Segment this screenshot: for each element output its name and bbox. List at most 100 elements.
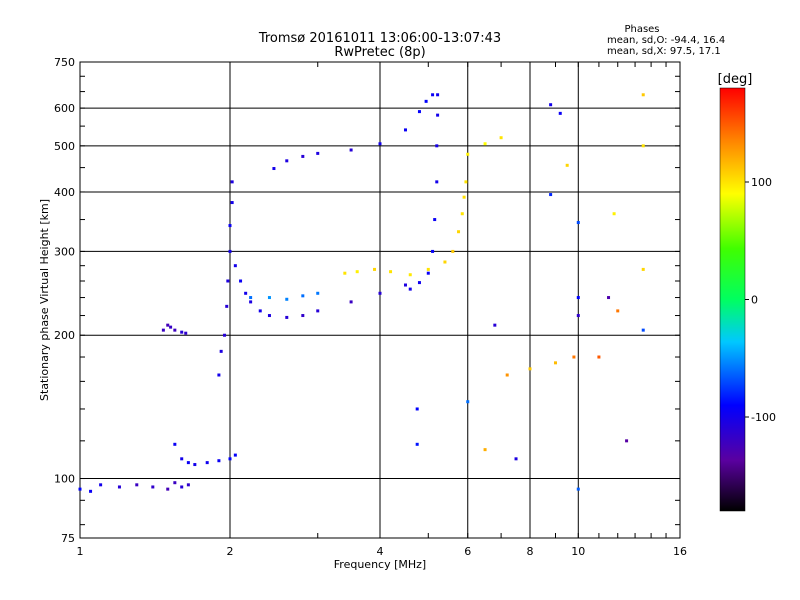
data-point bbox=[193, 463, 197, 467]
data-point bbox=[408, 273, 412, 277]
y-tick-label: 75 bbox=[61, 532, 75, 545]
stats-line-o: mean, sd,O: -94.4, 16.4 bbox=[607, 35, 725, 46]
data-point bbox=[217, 459, 221, 463]
y-axis-ticks: 75 100 200 300 400 500 600 750 bbox=[54, 56, 680, 545]
data-point bbox=[301, 314, 305, 318]
x-tick-label: 2 bbox=[227, 545, 234, 558]
data-point bbox=[576, 314, 580, 318]
colorbar-label: [deg] bbox=[718, 72, 753, 87]
x-tick-label: 16 bbox=[673, 545, 687, 558]
data-point bbox=[499, 136, 503, 140]
data-point bbox=[415, 407, 419, 411]
data-point bbox=[426, 267, 430, 271]
data-point bbox=[408, 287, 412, 291]
data-point bbox=[173, 481, 177, 485]
y-tick-label: 100 bbox=[54, 473, 75, 486]
data-point bbox=[436, 113, 440, 117]
data-point bbox=[378, 291, 382, 295]
data-point bbox=[226, 279, 230, 283]
data-point bbox=[435, 180, 439, 184]
x-tick-label: 10 bbox=[571, 545, 585, 558]
data-point bbox=[505, 373, 509, 377]
grid-lines bbox=[80, 62, 680, 538]
data-point bbox=[462, 195, 466, 199]
data-point bbox=[435, 144, 439, 148]
data-point bbox=[225, 304, 229, 308]
data-point bbox=[493, 323, 497, 327]
data-point bbox=[89, 489, 93, 493]
data-point bbox=[151, 485, 155, 489]
data-point bbox=[267, 296, 271, 300]
data-point bbox=[223, 333, 227, 337]
data-point bbox=[528, 367, 532, 371]
data-point bbox=[576, 221, 580, 225]
chart-subtitle: RwPretec (8p) bbox=[334, 45, 425, 60]
data-point bbox=[612, 212, 616, 216]
data-point bbox=[205, 461, 209, 465]
plot-area: 1 2 4 6 8 10 16 75 100 200 300 400 500 600 750 bbox=[54, 56, 687, 558]
data-point bbox=[565, 163, 569, 167]
data-point bbox=[249, 300, 253, 304]
data-point bbox=[272, 167, 276, 171]
data-point bbox=[415, 442, 419, 446]
y-tick-label: 200 bbox=[54, 329, 75, 342]
data-point bbox=[301, 294, 305, 298]
y-tick-label: 500 bbox=[54, 140, 75, 153]
data-point bbox=[616, 309, 620, 313]
data-point bbox=[267, 314, 271, 318]
data-point bbox=[186, 461, 190, 465]
data-point bbox=[217, 373, 221, 377]
data-point bbox=[239, 279, 243, 283]
data-point bbox=[625, 439, 629, 443]
data-point bbox=[576, 487, 580, 491]
data-point bbox=[173, 328, 177, 332]
data-point bbox=[78, 487, 82, 491]
colorbar-tick-label: 100 bbox=[751, 176, 772, 189]
data-point bbox=[389, 270, 393, 274]
colorbar-ticks: 100 0 -100 bbox=[745, 176, 776, 424]
data-point bbox=[483, 448, 487, 452]
data-point bbox=[597, 355, 601, 359]
data-point bbox=[641, 144, 645, 148]
data-point bbox=[403, 283, 407, 287]
data-point bbox=[285, 159, 289, 163]
y-tick-label: 400 bbox=[54, 186, 75, 199]
data-point bbox=[549, 193, 553, 197]
data-point bbox=[343, 271, 347, 275]
chart-title: Tromsø 20161011 13:06:00-13:07:43 bbox=[258, 31, 501, 46]
data-point bbox=[433, 218, 437, 222]
data-point bbox=[451, 249, 455, 253]
data-point bbox=[403, 128, 407, 132]
y-tick-label: 300 bbox=[54, 245, 75, 258]
data-point bbox=[258, 309, 262, 313]
y-tick-label: 750 bbox=[54, 56, 75, 69]
data-point bbox=[184, 331, 188, 335]
data-point bbox=[641, 328, 645, 332]
data-point bbox=[186, 483, 190, 487]
data-point bbox=[244, 291, 248, 295]
x-tick-label: 4 bbox=[377, 545, 384, 558]
data-point bbox=[180, 330, 184, 334]
x-axis-ticks: 1 2 4 6 8 10 16 bbox=[77, 62, 687, 558]
data-point bbox=[228, 457, 232, 461]
data-point bbox=[301, 154, 305, 158]
x-tick-label: 8 bbox=[527, 545, 534, 558]
data-point bbox=[466, 400, 470, 404]
data-point bbox=[641, 93, 645, 97]
stats-line-x: mean, sd,X: 97.5, 17.1 bbox=[607, 46, 721, 57]
y-tick-label: 600 bbox=[54, 102, 75, 115]
y-axis-label: Stationary phase Virtual Height [km] bbox=[38, 199, 51, 401]
data-point bbox=[117, 485, 121, 489]
data-points bbox=[78, 93, 645, 493]
data-point bbox=[228, 249, 232, 253]
data-point bbox=[230, 201, 234, 205]
data-point bbox=[161, 328, 165, 332]
data-point bbox=[233, 453, 237, 457]
data-point bbox=[233, 264, 237, 268]
data-point bbox=[249, 296, 253, 300]
data-point bbox=[436, 93, 440, 97]
data-point bbox=[316, 151, 320, 155]
x-tick-label: 1 bbox=[77, 545, 84, 558]
data-point bbox=[169, 325, 173, 329]
